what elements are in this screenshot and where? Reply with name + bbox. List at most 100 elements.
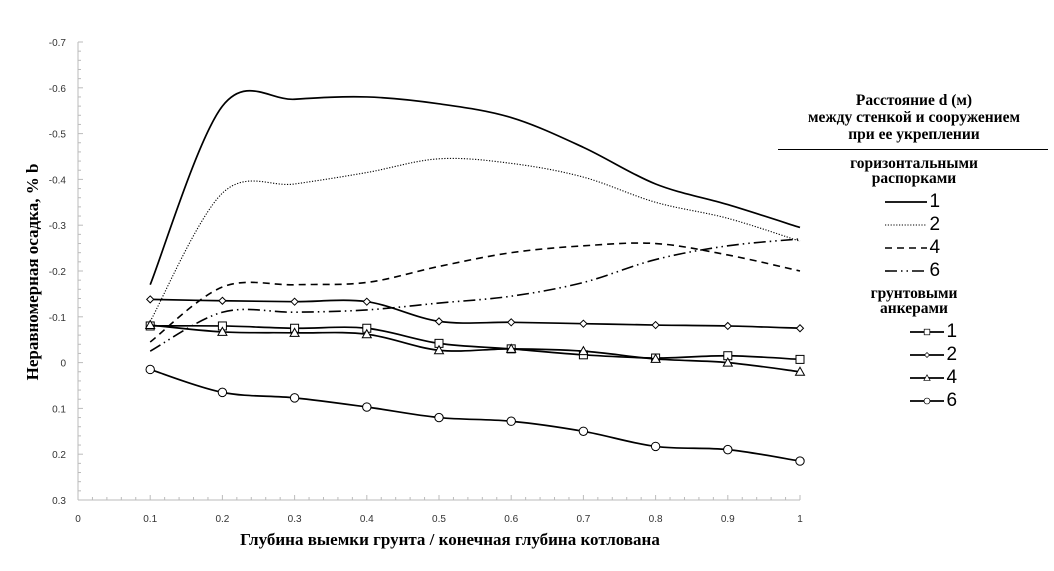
diamond-marker — [290, 297, 299, 306]
legend-group-line: горизонтальными — [850, 155, 978, 172]
legend-swatch — [909, 351, 944, 358]
x-tick-label: 0.7 — [576, 514, 590, 525]
x-tick-label: 0.4 — [360, 514, 374, 525]
series-anchor-2 — [145, 295, 805, 333]
series-strut-2 — [149, 157, 801, 322]
circle-marker — [795, 456, 805, 466]
series-anchor-4 — [144, 319, 806, 376]
circle-marker — [650, 441, 661, 452]
series-line — [149, 368, 801, 462]
x-tick-label: 0.9 — [721, 514, 735, 525]
legend-label: 4 — [946, 366, 958, 388]
legend-swatch — [909, 373, 944, 381]
square-marker — [795, 354, 805, 364]
triangle-marker — [217, 326, 228, 336]
triangle-marker — [505, 343, 517, 353]
legend-swatch — [884, 200, 927, 203]
diamond-marker — [795, 324, 805, 333]
series-lines — [144, 89, 806, 466]
series-line — [150, 324, 801, 361]
legend-label: 1 — [946, 320, 958, 342]
y-tick-label: -0.2 — [49, 267, 67, 278]
circle-marker — [434, 412, 444, 423]
y-tick-label: 0.2 — [52, 450, 66, 461]
legend-swatch — [884, 223, 927, 226]
x-axis-title: Глубина выемки грунта / конечная глубина… — [240, 530, 660, 549]
series-anchor-6 — [145, 364, 805, 466]
y-axis-title: Неравномерная осадка, % b — [23, 164, 42, 381]
legend-label: 6 — [946, 389, 958, 411]
circle-marker — [578, 426, 589, 436]
series-strut-4 — [149, 242, 801, 343]
legend-item: 1 — [810, 320, 1052, 343]
y-tick-label: -0.5 — [49, 130, 67, 141]
legend-item: 6 — [810, 389, 1052, 412]
circle-marker — [145, 364, 155, 375]
y-tick-label: -0.3 — [49, 221, 67, 232]
x-tick-label: 0.2 — [215, 514, 229, 525]
legend-title-line: между стенкой и сооружением — [807, 109, 1021, 126]
diamond-marker — [651, 320, 660, 330]
x-tick-label: 0.3 — [288, 514, 302, 525]
diamond-marker — [362, 297, 372, 306]
y-tick-label: -0.1 — [49, 313, 67, 324]
y-tick-label: 0.3 — [52, 496, 66, 507]
legend-label: 1 — [929, 190, 941, 212]
circle-marker — [289, 393, 300, 403]
legend-group-title: горизонтальными распорками — [776, 155, 1052, 187]
x-tick-label: 0 — [75, 514, 81, 525]
diamond-marker — [579, 319, 588, 328]
triangle-marker — [144, 319, 156, 330]
legend-group-line: анкерами — [880, 300, 948, 317]
triangle-marker — [650, 353, 661, 363]
triangle-marker — [361, 328, 373, 339]
legend-item: 1 — [776, 190, 1052, 213]
y-tick-label: -0.7 — [49, 38, 67, 49]
series-line — [150, 324, 801, 373]
legend: Расстояние d (м) между стенкой и сооруже… — [776, 92, 1052, 412]
legend-title-line: при ее укреплении — [848, 126, 980, 143]
series-strut-1 — [149, 89, 801, 286]
triangle-marker — [578, 345, 589, 356]
diamond-marker — [145, 295, 155, 304]
diamond-marker — [434, 317, 444, 326]
series-line — [149, 238, 801, 352]
x-tick-label: 0.5 — [432, 514, 446, 525]
x-tick-label: 0.8 — [649, 514, 663, 525]
legend-title: Расстояние d (м) между стенкой и сооруже… — [776, 92, 1052, 143]
diamond-marker — [723, 321, 733, 331]
y-tick-label: 0 — [60, 359, 66, 370]
series-anchor-1 — [145, 321, 805, 364]
x-tick-label: 1 — [797, 514, 803, 525]
circle-marker — [217, 387, 228, 398]
circle-marker — [723, 444, 733, 455]
legend-label: 4 — [929, 236, 941, 258]
legend-item: 2 — [776, 213, 1052, 236]
x-tick-label: 0.6 — [504, 514, 518, 525]
series-line — [149, 89, 801, 286]
circle-marker — [362, 402, 372, 412]
legend-swatch — [909, 397, 944, 404]
triangle-marker — [794, 366, 806, 376]
triangle-marker — [433, 344, 445, 355]
x-tick-label: 0.1 — [143, 514, 157, 525]
legend-item: 2 — [810, 343, 1052, 366]
triangle-marker — [289, 327, 300, 337]
triangle-marker — [722, 357, 734, 367]
circle-marker — [506, 416, 516, 426]
legend-label: 6 — [929, 259, 941, 281]
legend-divider — [778, 149, 1048, 150]
diamond-marker — [218, 296, 227, 305]
triangle-marker — [922, 373, 931, 381]
legend-group-title: грунтовыми анкерами — [776, 286, 1052, 317]
series-strut-6 — [149, 238, 801, 352]
diamond-marker — [506, 318, 516, 327]
circle-marker — [923, 397, 930, 404]
legend-item: 6 — [776, 259, 1052, 282]
legend-item: 4 — [810, 366, 1052, 389]
legend-label: 2 — [929, 213, 941, 235]
square-marker — [923, 328, 930, 335]
series-line — [149, 242, 801, 343]
axes: -0.7-0.6-0.5-0.4-0.3-0.2-0.100.10.20.30 0… — [49, 38, 803, 525]
y-tick-label: -0.4 — [49, 175, 67, 186]
